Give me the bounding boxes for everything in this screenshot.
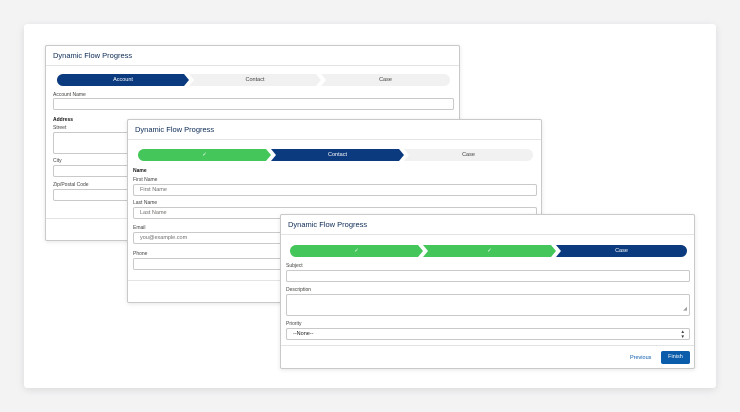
account-name-label: Account Name xyxy=(53,92,86,98)
card-title: Dynamic Flow Progress xyxy=(128,120,541,140)
resize-handle-icon[interactable]: ◢ xyxy=(683,306,687,312)
subject-input[interactable] xyxy=(286,270,690,282)
footer-divider xyxy=(281,345,694,346)
step-account-complete[interactable]: ✓ xyxy=(290,245,423,257)
priority-select[interactable]: --None-- ▲ ▼ xyxy=(286,328,690,340)
step-contact[interactable]: Contact xyxy=(189,74,321,86)
description-label: Description xyxy=(286,287,312,293)
priority-label: Priority xyxy=(286,321,302,327)
flow-card-case: Dynamic Flow Progress ✓ ✓ Case Subject D… xyxy=(280,214,695,369)
description-textarea[interactable]: ◢ xyxy=(286,294,690,316)
step-case[interactable]: Case xyxy=(321,74,450,86)
priority-value: --None-- xyxy=(293,331,314,337)
step-account[interactable]: Account xyxy=(57,74,189,86)
subject-label: Subject xyxy=(286,263,303,269)
street-label: Street xyxy=(53,125,67,131)
step-account-complete[interactable]: ✓ xyxy=(138,149,271,161)
step-contact[interactable]: Contact xyxy=(271,149,404,161)
progress-path: ✓ ✓ Case xyxy=(290,245,687,257)
last-name-label: Last Name xyxy=(133,200,158,206)
first-name-input[interactable]: First Name xyxy=(133,184,537,196)
step-case[interactable]: Case xyxy=(556,245,687,257)
updown-chevron-icon: ▲ ▼ xyxy=(680,329,685,339)
first-name-label: First Name xyxy=(133,177,158,183)
card-title: Dynamic Flow Progress xyxy=(281,215,694,235)
progress-path: Account Contact Case xyxy=(57,74,450,86)
city-label: City xyxy=(53,158,62,164)
finish-button[interactable]: Finish xyxy=(661,351,690,364)
email-label: Email xyxy=(133,225,146,231)
zip-label: Zip/Postal Code xyxy=(53,182,89,188)
progress-path: ✓ Contact Case xyxy=(138,149,533,161)
step-case[interactable]: Case xyxy=(404,149,533,161)
previous-button[interactable]: Previous xyxy=(630,355,652,361)
name-heading: Name xyxy=(133,168,147,174)
canvas: Dynamic Flow Progress Account Contact Ca… xyxy=(24,24,716,388)
card-title: Dynamic Flow Progress xyxy=(46,46,459,66)
phone-label: Phone xyxy=(133,251,148,257)
step-contact-complete[interactable]: ✓ xyxy=(423,245,556,257)
address-heading: Address xyxy=(53,117,74,123)
account-name-input[interactable] xyxy=(53,98,454,110)
